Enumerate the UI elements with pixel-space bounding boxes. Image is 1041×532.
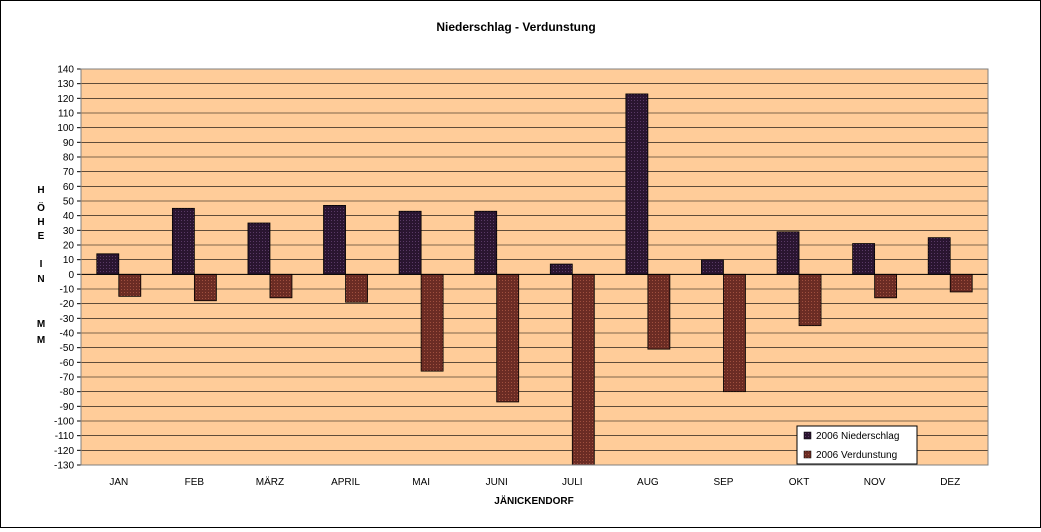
bar-niederschlag-mai <box>398 210 422 275</box>
y-tick-label: 50 <box>63 197 75 208</box>
legend-swatch-verdunstung <box>803 450 812 459</box>
y-tick-label: -10 <box>60 285 75 296</box>
bar-verdunstung-sep <box>723 273 746 393</box>
bar-verdunstung-märz <box>269 273 293 299</box>
x-tick-label: MÄRZ <box>256 476 284 488</box>
bar-niederschlag-aug <box>625 93 649 275</box>
x-axis-label: JÄNICKENDORF <box>494 494 573 507</box>
y-tick-label: 30 <box>63 226 75 237</box>
x-tick-label: JULI <box>562 477 583 488</box>
y-axis-label-letter: E <box>38 231 45 242</box>
bar-verdunstung-juni <box>496 273 520 403</box>
x-tick-label: JUNI <box>486 477 508 488</box>
bar-verdunstung-mai <box>420 273 444 372</box>
bar-niederschlag-april <box>323 204 346 275</box>
bar-verdunstung-jan <box>118 273 142 297</box>
bar-niederschlag-feb <box>171 207 195 275</box>
y-axis-label-letter: H <box>37 217 44 228</box>
bar-verdunstung-aug <box>647 273 671 350</box>
y-tick-label: 120 <box>57 94 74 105</box>
bar-verdunstung-april <box>345 273 368 303</box>
y-tick-label: 40 <box>63 211 75 222</box>
y-axis-ticks: -130-120-110-100-90-80-70-60-50-40-30-20… <box>54 65 81 472</box>
bar-niederschlag-jan <box>96 253 120 275</box>
bar-verdunstung-juli <box>571 273 595 466</box>
x-tick-label: NOV <box>864 477 886 488</box>
legend-label-niederschlag: 2006 Niederschlag <box>816 431 899 442</box>
bar-verdunstung-dez <box>949 273 973 293</box>
y-tick-label: 80 <box>63 153 75 164</box>
y-axis-label-letter: I <box>40 259 43 270</box>
x-tick-label: OKT <box>789 477 810 488</box>
legend-swatch-niederschlag <box>803 431 812 440</box>
x-axis-ticks: JAN FEB MÄRZ APRIL MAI JUNI JULI AUG SEP OKT NOV DE… <box>109 476 960 488</box>
bar-niederschlag-juli <box>549 263 573 275</box>
y-tick-label: 130 <box>57 79 74 90</box>
y-tick-label: 110 <box>58 109 74 120</box>
bar-niederschlag-nov <box>852 243 876 275</box>
bar-niederschlag-dez <box>927 237 951 275</box>
y-tick-label: -60 <box>60 358 75 369</box>
y-tick-label: -70 <box>60 373 75 384</box>
bars <box>96 93 973 466</box>
chart-title: Niederschlag - Verdunstung <box>436 20 595 34</box>
plot-area <box>81 69 988 465</box>
y-tick-label: 10 <box>63 255 75 266</box>
bar-niederschlag-juni <box>474 210 498 275</box>
x-tick-label: JAN <box>109 477 128 488</box>
y-tick-label: -100 <box>54 417 74 428</box>
bar-verdunstung-nov <box>874 273 898 299</box>
y-tick-label: 0 <box>68 270 74 281</box>
y-tick-label: 140 <box>57 65 74 76</box>
y-tick-label: -90 <box>60 402 75 413</box>
bar-niederschlag-sep <box>701 259 724 275</box>
bar-verdunstung-feb <box>193 273 217 302</box>
y-axis-label-letter: M <box>37 335 45 346</box>
y-tick-label: 100 <box>57 123 74 134</box>
y-tick-label: -50 <box>60 343 75 354</box>
x-tick-label: DEZ <box>940 477 960 488</box>
x-tick-label: AUG <box>637 477 659 488</box>
x-tick-label: APRIL <box>331 477 360 488</box>
legend-label-verdunstung: 2006 Verdunstung <box>816 450 897 461</box>
y-tick-label: -20 <box>60 299 75 310</box>
x-tick-label: MAI <box>412 477 430 488</box>
y-tick-label: -80 <box>60 387 75 398</box>
y-axis-label-letter: Ö <box>37 201 45 214</box>
y-tick-label: -40 <box>60 329 75 340</box>
y-tick-label: -30 <box>60 314 75 325</box>
y-axis-label-letter: H <box>37 185 44 196</box>
y-axis-label-letter: N <box>37 274 44 285</box>
x-tick-label: SEP <box>713 477 733 488</box>
y-tick-label: 60 <box>63 182 75 193</box>
bar-niederschlag-okt <box>776 231 800 275</box>
bar-verdunstung-okt <box>798 273 822 327</box>
legend: 2006 Niederschlag 2006 Verdunstung <box>796 425 918 465</box>
x-tick-label: FEB <box>185 477 205 488</box>
y-tick-label: -110 <box>55 431 75 442</box>
y-axis-label-letter: M <box>37 319 45 330</box>
y-tick-label: -120 <box>54 446 74 457</box>
y-tick-label: 20 <box>63 241 75 252</box>
legend-box <box>796 425 918 465</box>
y-tick-label: -130 <box>54 461 74 472</box>
bar-niederschlag-märz <box>247 222 271 275</box>
y-tick-label: 90 <box>63 138 75 149</box>
plot-border <box>80 68 989 466</box>
y-tick-label: 70 <box>63 167 75 178</box>
